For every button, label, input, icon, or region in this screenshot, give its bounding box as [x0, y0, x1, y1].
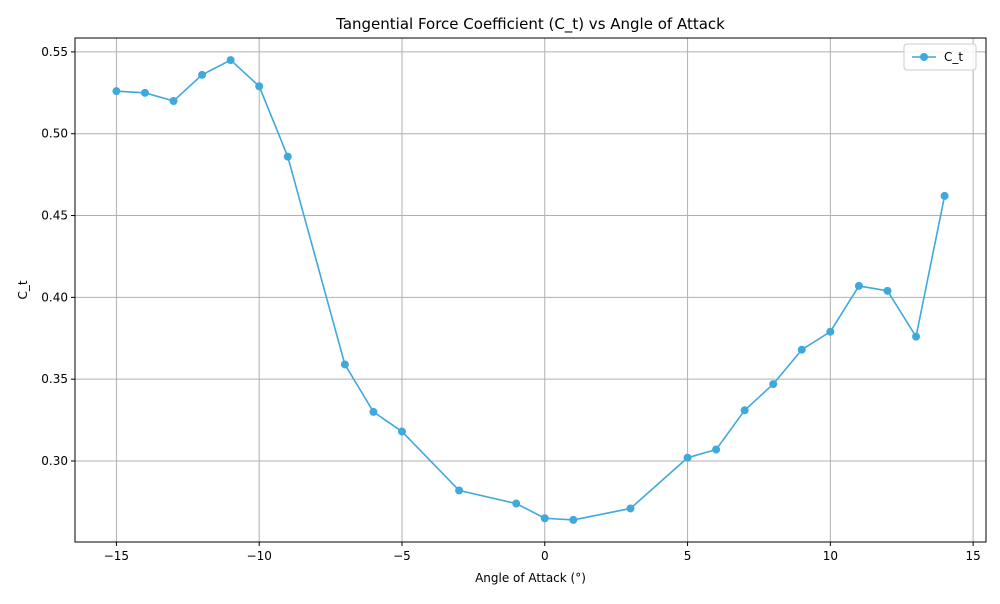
x-tick-label: 0 — [541, 549, 549, 563]
x-tick-label: −10 — [247, 549, 272, 563]
legend-label: C_t — [944, 50, 963, 64]
data-point — [226, 56, 235, 65]
data-point — [198, 70, 207, 79]
data-point — [140, 88, 149, 97]
y-tick-label: 0.50 — [41, 127, 68, 141]
data-point — [169, 97, 178, 105]
x-tick-label: 15 — [966, 549, 981, 563]
data-point — [912, 332, 921, 341]
data-point — [112, 87, 121, 96]
x-tick-label: 10 — [823, 549, 838, 563]
x-tick-label: −5 — [393, 549, 411, 563]
data-point — [255, 82, 264, 91]
x-axis-label: Angle of Attack (°) — [475, 571, 586, 585]
data-point — [683, 453, 692, 462]
legend-box — [903, 43, 977, 71]
data-point — [712, 445, 721, 454]
grid-layer — [75, 38, 986, 542]
data-point — [540, 514, 549, 523]
data-point — [797, 345, 806, 354]
y-axis-label: C_t — [16, 280, 30, 299]
data-point — [854, 281, 863, 290]
data-point — [455, 486, 464, 495]
data-point — [512, 499, 521, 508]
data-point — [769, 380, 778, 389]
data-point — [283, 152, 292, 161]
data-point — [626, 504, 635, 513]
data-point — [940, 191, 949, 200]
x-tick-label: −15 — [104, 549, 129, 563]
axes-frame — [74, 37, 987, 543]
series-layer — [112, 56, 949, 524]
data-point — [369, 407, 378, 416]
data-point — [883, 286, 892, 295]
data-point — [740, 406, 749, 415]
legend: C_t — [903, 43, 977, 71]
legend-marker — [920, 53, 928, 61]
y-tick-label: 0.40 — [41, 290, 68, 304]
data-point — [397, 427, 406, 436]
chart-title: Tangential Force Coefficient (C_t) vs An… — [335, 15, 725, 34]
y-tick-label: 0.35 — [41, 372, 68, 386]
tick-layer: −15 −10 −5 0 5 10 15 0.30 0.35 0.40 0.45 0.50 0.55 — [41, 45, 981, 563]
data-point — [340, 360, 349, 369]
x-tick-label: 5 — [684, 549, 692, 563]
data-point — [569, 515, 578, 524]
data-point — [826, 327, 835, 336]
series-line-c-t — [116, 59, 946, 521]
y-tick-label: 0.30 — [41, 454, 68, 468]
y-tick-label: 0.45 — [41, 209, 68, 223]
y-tick-label: 0.55 — [41, 45, 68, 59]
